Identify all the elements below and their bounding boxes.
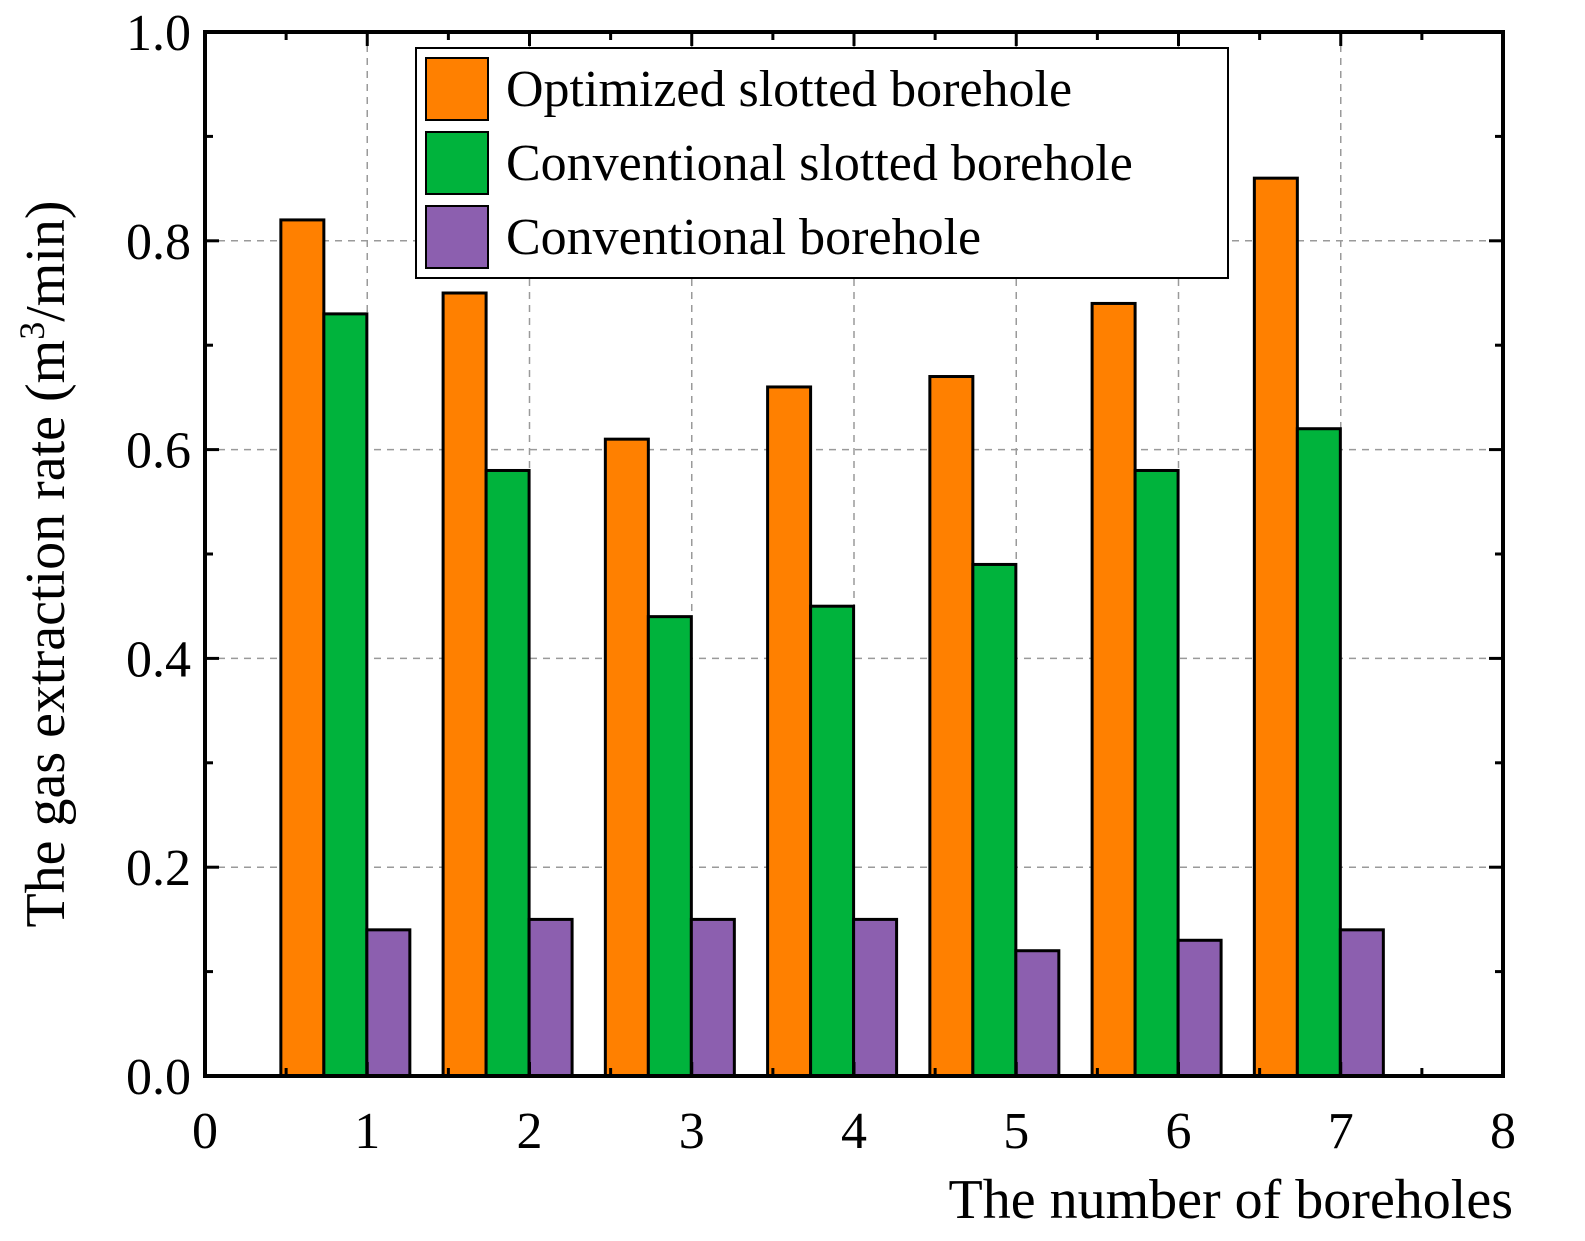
legend-items: Optimized slotted borehole Conventional s…	[425, 57, 1133, 269]
legend-box	[415, 47, 1229, 279]
bar-3-6	[1176, 938, 1223, 1078]
bar-3-3	[689, 917, 736, 1078]
x-tick-label: 1	[354, 1103, 380, 1160]
bar-3-4	[852, 917, 899, 1078]
bar-2-5	[971, 562, 1018, 1078]
bar-2-1	[322, 312, 369, 1078]
bar-3-2	[527, 917, 574, 1078]
bar-2-2	[484, 468, 531, 1078]
legend-swatch-3	[425, 205, 489, 269]
legend-label-3: Conventional borehole	[506, 209, 981, 266]
x-tick-label: 8	[1490, 1103, 1516, 1160]
y-tick-label: 1.0	[126, 5, 191, 62]
y-tick-label: 0.0	[126, 1049, 191, 1106]
bar-1-2	[441, 291, 488, 1078]
axis-ticks	[203, 30, 1505, 1078]
legend-swatch-1	[425, 57, 489, 121]
bar-2-3	[646, 615, 693, 1078]
x-tick-label: 5	[1003, 1103, 1029, 1160]
x-axis-title: The number of boreholes	[949, 1169, 1513, 1231]
bars	[279, 176, 1385, 1078]
bar-3-5	[1014, 949, 1061, 1078]
bar-3-1	[365, 928, 412, 1078]
x-tick-label: 0	[192, 1103, 218, 1160]
y-tick-label: 0.6	[126, 423, 191, 480]
y-axis-title: The gas extraction rate (m3/min)	[12, 200, 77, 927]
bar-2-6	[1133, 468, 1180, 1078]
bar-1-4	[766, 385, 813, 1078]
legend: Optimized slotted borehole Conventional s…	[415, 47, 1229, 279]
x-tick-label: 3	[679, 1103, 705, 1160]
bar-3-7	[1338, 928, 1385, 1078]
y-tick-label: 0.8	[126, 214, 191, 271]
tick-labels: 0 1 2 3 4 5 6 7 8 0.0 0.2 0.4 0.6 0.8 1.0	[126, 5, 1516, 1160]
x-tick-label: 7	[1328, 1103, 1354, 1160]
legend-label-1: Optimized slotted borehole	[506, 61, 1072, 118]
legend-label-2: Conventional slotted borehole	[506, 135, 1133, 192]
bar-1-6	[1090, 301, 1137, 1078]
legend-swatch-2	[425, 131, 489, 195]
y-axis-title-superscript: 3	[12, 322, 52, 340]
bar-1-5	[928, 375, 975, 1078]
y-tick-label: 0.4	[126, 631, 191, 688]
bar-1-3	[603, 437, 650, 1078]
x-tick-label: 2	[517, 1103, 543, 1160]
x-tick-label: 4	[841, 1103, 867, 1160]
bar-2-7	[1295, 427, 1342, 1078]
bar-1-1	[279, 218, 326, 1078]
bar-2-4	[809, 604, 856, 1078]
x-tick-label: 6	[1166, 1103, 1192, 1160]
y-axis-title-suffix: /min)	[15, 200, 77, 321]
bar-1-7	[1252, 176, 1299, 1078]
y-axis-title-main: The gas extraction rate (m	[15, 340, 77, 928]
y-tick-label: 0.2	[126, 840, 191, 897]
